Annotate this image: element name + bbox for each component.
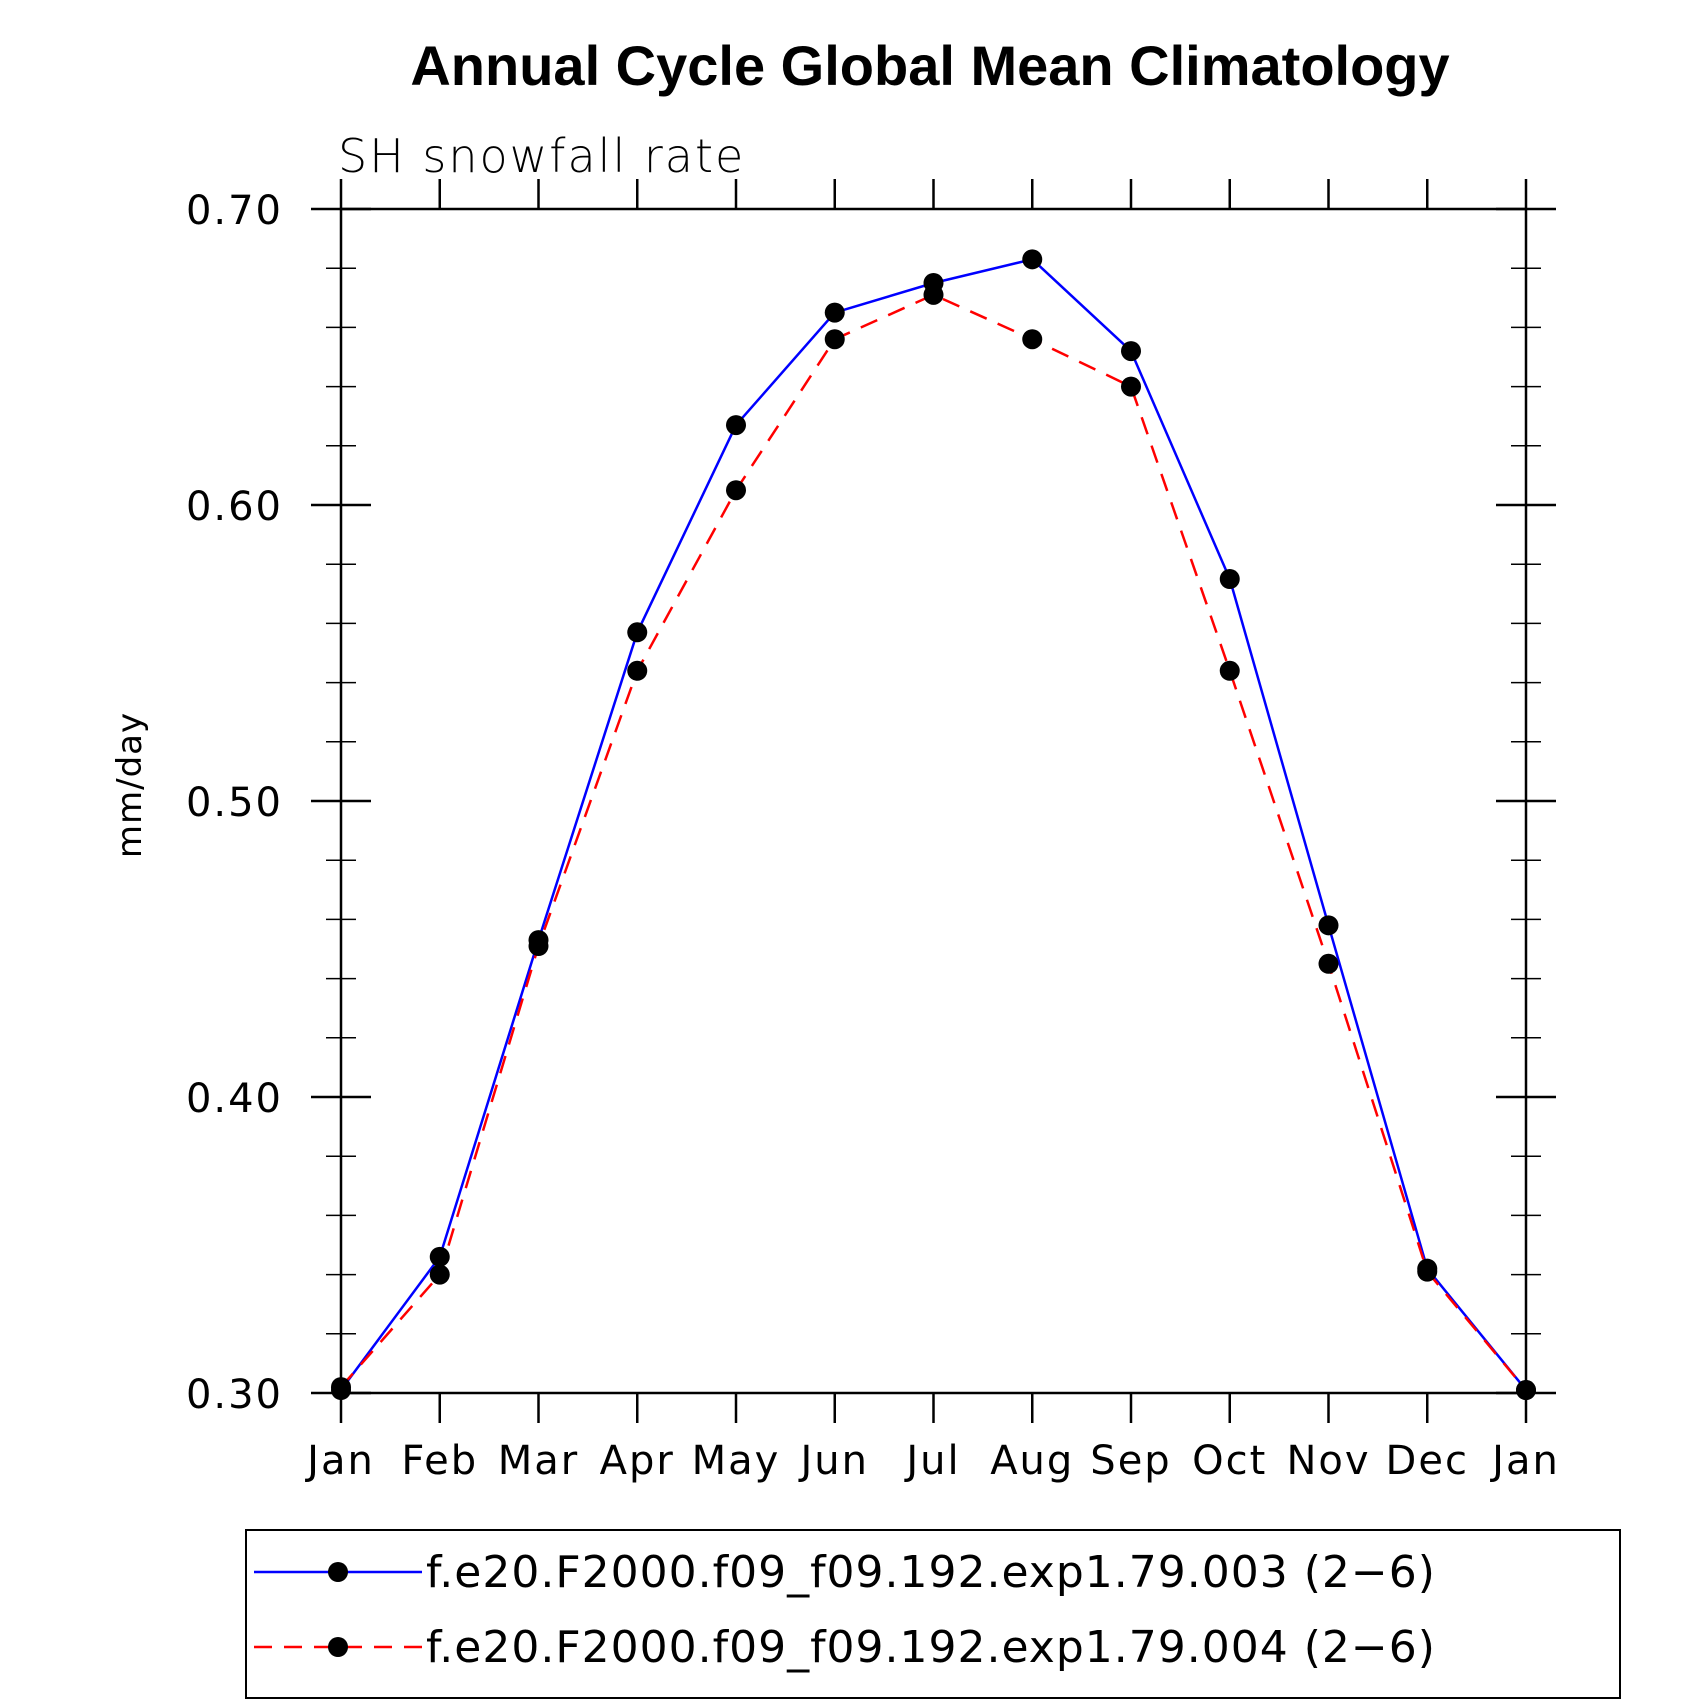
x-tick-label: Aug bbox=[990, 1438, 1074, 1484]
y-tick-label: 0.50 bbox=[186, 780, 283, 826]
axis-tick-labels: Jan Feb Mar Apr May Jun Jul Aug Sep Oct Nov Dec Jan 0… bbox=[186, 188, 1560, 1484]
x-tick-label: Jan bbox=[1489, 1438, 1560, 1484]
series-2-point bbox=[726, 480, 746, 501]
series-1-point bbox=[1022, 249, 1043, 270]
series-2-point bbox=[1318, 953, 1339, 974]
series-1-point bbox=[627, 622, 648, 643]
series-2-point bbox=[824, 329, 845, 350]
x-tick-label: Mar bbox=[498, 1438, 579, 1484]
x-tick-label: Oct bbox=[1192, 1438, 1267, 1484]
series-1-point bbox=[1219, 569, 1240, 589]
series-2-point bbox=[627, 660, 648, 681]
legend-box bbox=[245, 1529, 1621, 1699]
series-2-point bbox=[923, 284, 944, 305]
x-tick-label: Jun bbox=[798, 1438, 870, 1484]
x-tick-label: Apr bbox=[600, 1438, 675, 1484]
x-tick-label: Jan bbox=[304, 1438, 375, 1484]
x-tick-label: Nov bbox=[1286, 1438, 1370, 1484]
series-2-point bbox=[1417, 1261, 1438, 1282]
chart-title: Annual Cycle Global Mean Climatology bbox=[410, 34, 1449, 97]
legend-label-series-1: f.e20.F2000.f09_f09.192.exp1.79.003 (2−6… bbox=[426, 1547, 1436, 1598]
axis-ticks bbox=[311, 179, 1556, 1423]
series-2-point bbox=[528, 936, 549, 957]
axes bbox=[339, 207, 1528, 1395]
y-tick-label: 0.60 bbox=[186, 484, 283, 530]
y-tick-label: 0.70 bbox=[186, 188, 283, 234]
series-2-point bbox=[1022, 329, 1043, 350]
y-tick-label: 0.30 bbox=[186, 1372, 283, 1418]
series-1-point bbox=[1318, 915, 1339, 936]
y-tick-label: 0.40 bbox=[186, 1076, 283, 1122]
legend-marker-series-1 bbox=[328, 1562, 348, 1582]
series-1-point bbox=[726, 415, 746, 436]
x-tick-label: Jul bbox=[903, 1438, 960, 1484]
series-2-point bbox=[1219, 660, 1240, 681]
x-tick-label: Sep bbox=[1090, 1438, 1171, 1484]
y-axis-label: mm/day bbox=[110, 712, 150, 858]
plot-frame bbox=[339, 207, 1528, 1395]
series-1-point bbox=[824, 302, 845, 323]
series-1-point bbox=[429, 1246, 450, 1267]
series-line-1 bbox=[339, 258, 1527, 1391]
series-line-2 bbox=[340, 293, 1527, 1391]
series-1-point bbox=[1121, 341, 1141, 362]
legend: f.e20.F2000.f09_f09.192.exp1.79.003 (2−6… bbox=[245, 1529, 1621, 1699]
chart-subtitle: SH snowfall rate bbox=[338, 129, 745, 183]
legend-label-series-2: f.e20.F2000.f09_f09.192.exp1.79.004 (2−6… bbox=[426, 1622, 1436, 1673]
x-tick-label: Dec bbox=[1386, 1438, 1469, 1484]
series-markers bbox=[331, 249, 1536, 1401]
series-2-point bbox=[1516, 1380, 1536, 1401]
series-2-point bbox=[429, 1264, 450, 1285]
x-tick-label: Feb bbox=[401, 1438, 478, 1484]
series-2-point bbox=[331, 1377, 351, 1398]
legend-marker-series-2 bbox=[328, 1637, 348, 1657]
series-2-point bbox=[1121, 376, 1141, 397]
x-tick-label: May bbox=[692, 1438, 781, 1484]
series-lines bbox=[339, 258, 1527, 1391]
